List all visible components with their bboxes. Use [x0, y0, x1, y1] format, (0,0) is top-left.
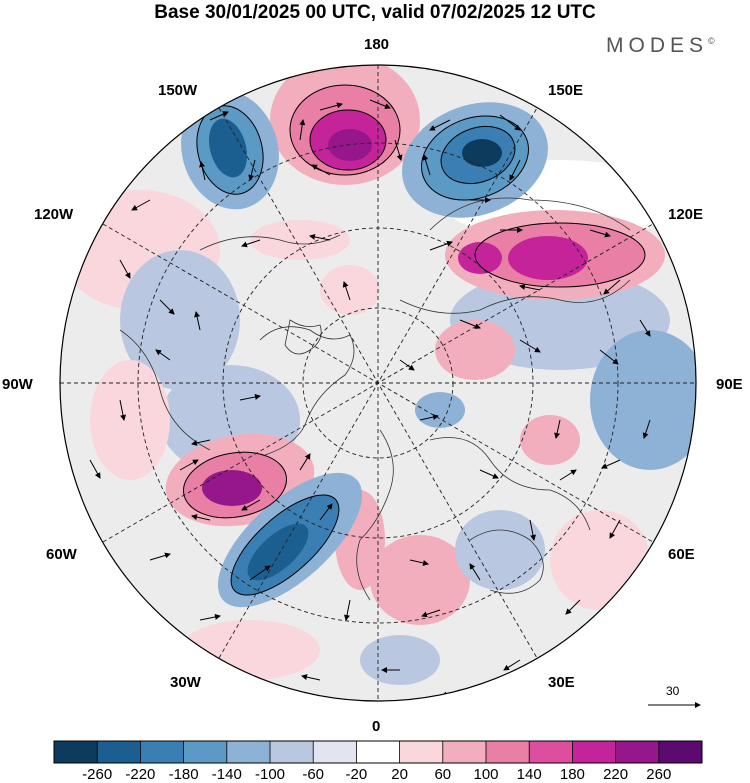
- colorbar-tick-label: 20: [391, 766, 408, 783]
- colorbar-swatch: [54, 741, 98, 763]
- lon-label-180: 180: [364, 36, 390, 53]
- colorbar-tick-label: -180: [168, 766, 199, 783]
- lon-label-60w: 60W: [46, 546, 77, 563]
- anomaly-alaska-low-core: [208, 118, 248, 178]
- colorbar-tick-label: -220: [125, 766, 156, 783]
- anomaly-blob: [250, 220, 350, 260]
- lon-label-120w: 120W: [34, 206, 74, 223]
- colorbar-swatch: [658, 741, 703, 763]
- anomaly-blob: [415, 392, 465, 428]
- colorbar-tick-label: 100: [473, 766, 499, 783]
- anomaly-field: [60, 65, 696, 701]
- colorbar-tick-label: 140: [516, 766, 542, 783]
- colorbar: [53, 740, 703, 764]
- anomaly-blob: [90, 360, 170, 480]
- lon-label-30e: 30E: [548, 674, 575, 691]
- colorbar-swatch: [486, 741, 530, 763]
- colorbar-swatch: [529, 741, 573, 763]
- colorbar-tick-label: -260: [82, 766, 113, 783]
- anomaly-blob: [590, 330, 696, 470]
- anomaly-blob: [360, 635, 440, 685]
- brand-logo: MODES©: [606, 34, 715, 58]
- brand-name: MODES: [606, 34, 709, 57]
- anomaly-blob: [370, 535, 470, 625]
- lon-label-0: 0: [372, 718, 381, 735]
- anomaly-blob: [550, 510, 650, 610]
- colorbar-swatch: [572, 741, 616, 763]
- brand-copyright: ©: [708, 36, 715, 46]
- graticule: [60, 65, 696, 701]
- colorbar-border: [53, 740, 703, 764]
- anomaly-blob: [520, 415, 580, 465]
- anomaly-blob: [120, 250, 240, 390]
- colorbar-tick-label: 180: [559, 766, 585, 783]
- map-title: Base 30/01/2025 00 UTC, valid 07/02/2025…: [154, 2, 596, 23]
- anomaly-east-asia-high-inner: [508, 236, 588, 280]
- anomaly-blob: [455, 510, 545, 590]
- colorbar-swatch: [615, 741, 660, 763]
- colorbar-swatch: [183, 741, 228, 763]
- colorbar-swatch: [442, 741, 487, 763]
- colorbar-tick-label: 220: [603, 766, 629, 783]
- lon-label-90w: 90W: [2, 376, 33, 393]
- lon-label-120e: 120E: [668, 206, 704, 223]
- colorbar-tick-label: 60: [434, 766, 452, 783]
- anomaly-east-asia-high-west: [458, 242, 502, 274]
- coastlines: [119, 197, 631, 601]
- lon-label-90e: 90E: [716, 376, 743, 393]
- anomaly-atlantic-low-core: [247, 523, 309, 581]
- lon-label-60e: 60E: [668, 546, 695, 563]
- colorbar-swatch: [356, 741, 400, 763]
- colorbar-swatch: [270, 741, 314, 763]
- colorbar-swatch: [226, 741, 271, 763]
- anomaly-atlantic-high-core: [202, 470, 262, 506]
- anomaly-blob: [435, 320, 515, 380]
- colorbar-tick-label: -20: [345, 766, 368, 783]
- anomaly-blob: [320, 265, 380, 315]
- map-border: [59, 64, 697, 702]
- anomaly-siberian-low-core: [462, 139, 502, 167]
- colorbar-tick-label: -140: [211, 766, 242, 783]
- colorbar-swatch: [97, 741, 141, 763]
- wind-reference-label: 30: [666, 684, 680, 698]
- colorbar-swatch: [140, 741, 184, 763]
- lon-label-150e: 150E: [548, 82, 584, 99]
- anomaly-blob: [180, 620, 320, 680]
- colorbar-swatch: [399, 741, 444, 763]
- lon-label-30w: 30W: [170, 674, 201, 691]
- colorbar-tick-label: -100: [254, 766, 286, 783]
- colorbar-tick-label: -60: [302, 766, 325, 783]
- colorbar-swatch: [313, 741, 357, 763]
- lon-label-150w: 150W: [158, 82, 198, 99]
- colorbar-tick-label: 260: [646, 766, 672, 783]
